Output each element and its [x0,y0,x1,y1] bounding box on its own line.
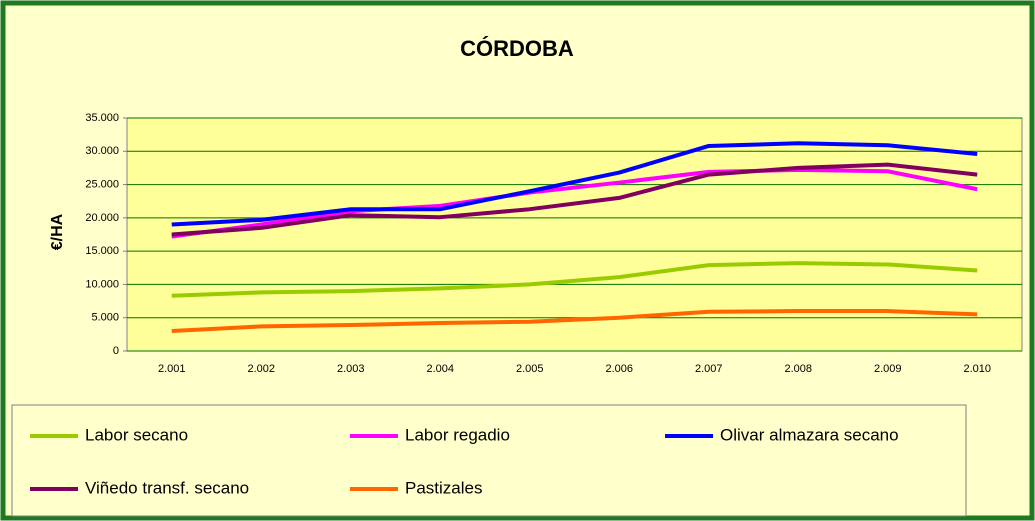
plot-area [126,117,1023,352]
x-tick-label: 2.004 [426,363,454,375]
x-tick-label: 2.010 [963,363,991,375]
x-tick-label: 2.001 [158,363,186,375]
legend-label: Pastizales [405,478,482,497]
series-line [171,162,978,237]
series-line [171,167,978,239]
series-line [171,309,978,334]
x-tick-label: 2.003 [337,363,365,375]
legend-label: Olivar almazara secano [720,425,899,444]
y-tick-label: 5.000 [91,312,119,324]
y-tick-label: 20.000 [85,212,119,224]
x-tick-label: 2.009 [874,363,902,375]
legend-label: Viñedo transf. secano [85,478,249,497]
y-tick-label: 0 [113,345,119,357]
x-tick-label: 2.005 [516,363,544,375]
x-tick-label: 2.008 [784,363,812,375]
legend-label: Labor secano [85,425,188,444]
x-tick-label: 2.007 [695,363,723,375]
y-axis-label: €/HA [49,213,66,250]
x-tick-label: 2.006 [605,363,633,375]
y-tick-label: 25.000 [85,178,119,190]
y-tick-label: 35.000 [85,112,119,124]
chart-title: CÓRDOBA [460,36,574,61]
series-line [171,261,978,298]
y-tick-label: 15.000 [85,245,119,257]
legend-label: Labor regadio [405,425,510,444]
series-line [171,141,978,227]
y-tick-label: 30.000 [85,145,119,157]
x-tick-label: 2.002 [247,363,275,375]
y-tick-label: 10.000 [85,278,119,290]
legend [11,404,967,517]
